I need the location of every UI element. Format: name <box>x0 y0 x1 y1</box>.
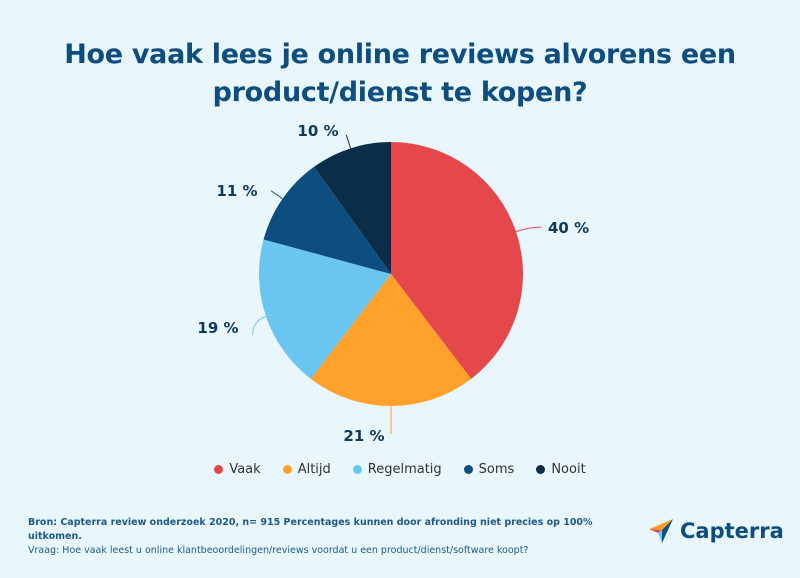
source-note: Bron: Capterra review onderzoek 2020, n=… <box>28 517 593 542</box>
legend-swatch <box>282 465 292 474</box>
logo-text: Capterra <box>680 519 784 543</box>
pie-slice-vaak <box>391 142 523 379</box>
legend-swatch <box>463 465 473 474</box>
pie-slice-regelmatig <box>259 239 391 379</box>
legend: Vaak Altijd Regelmatig Soms Nooit <box>0 462 800 477</box>
legend-label: Vaak <box>229 462 261 477</box>
footer: Bron: Capterra review onderzoek 2020, n=… <box>28 516 628 558</box>
leader-line-nooit <box>345 134 352 149</box>
leader-line-vaak <box>515 226 542 233</box>
question-note: Vraag: Hoe vaak leest u online klantbeoo… <box>28 545 529 556</box>
legend-label: Altijd <box>297 462 331 477</box>
data-label-nooit: 10 % <box>297 122 338 140</box>
legend-label: Regelmatig <box>367 462 442 477</box>
capterra-arrow-icon <box>649 519 673 543</box>
data-label-vaak: 40 % <box>548 219 589 237</box>
data-label-regelmatig: 19 % <box>197 319 238 337</box>
legend-label: Soms <box>478 462 515 477</box>
legend-label: Nooit <box>551 462 586 477</box>
pie-chart: 40 % 21 % 19 % 11 % 10 % <box>197 122 589 445</box>
pie-slice-nooit <box>314 142 391 274</box>
capterra-logo: Capterra <box>648 518 784 544</box>
legend-item-regelmatig: Regelmatig <box>352 462 442 477</box>
legend-swatch <box>536 465 546 474</box>
legend-item-vaak: Vaak <box>214 462 261 477</box>
legend-swatch <box>352 465 362 474</box>
chart-title: Hoe vaak lees je online reviews alvorens… <box>64 39 736 108</box>
legend-item-altijd: Altijd <box>282 462 331 477</box>
legend-item-soms: Soms <box>463 462 515 477</box>
pie-slice-soms <box>263 166 391 274</box>
pie-slice-altijd <box>310 274 472 406</box>
legend-swatch <box>214 465 224 474</box>
data-label-soms: 11 % <box>216 182 257 200</box>
legend-item-nooit: Nooit <box>536 462 586 477</box>
leader-line-soms <box>270 190 283 200</box>
leader-line-regelmatig <box>252 315 267 335</box>
data-label-altijd: 21 % <box>343 427 384 445</box>
